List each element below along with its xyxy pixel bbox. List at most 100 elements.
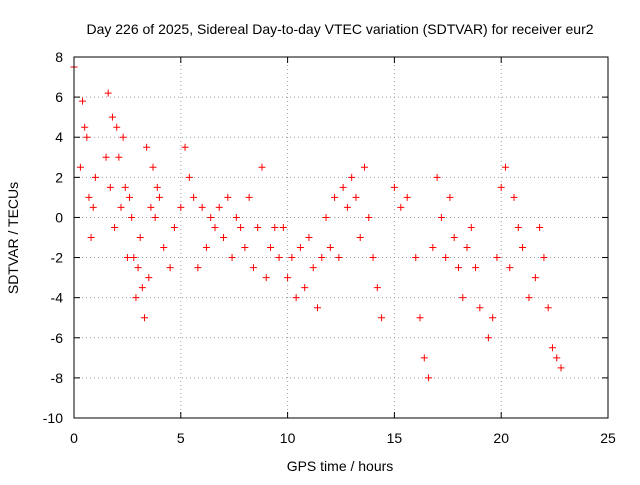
- data-point-marker: [519, 244, 527, 252]
- data-point-marker: [136, 234, 144, 241]
- data-point-marker: [237, 223, 245, 231]
- data-point-marker: [296, 244, 304, 252]
- data-point-marker: [194, 264, 202, 272]
- data-point-marker: [275, 254, 283, 262]
- data-point-marker: [211, 223, 219, 231]
- y-tick-label: -4: [51, 290, 64, 306]
- data-point-marker: [335, 254, 343, 262]
- data-point-marker: [271, 223, 279, 231]
- data-point-marker: [119, 133, 127, 141]
- data-point-marker: [497, 183, 505, 191]
- data-point-marker: [318, 254, 326, 262]
- data-point-marker: [484, 334, 492, 342]
- data-point-marker: [249, 264, 257, 272]
- data-point-marker: [463, 244, 471, 252]
- data-point-marker: [288, 254, 296, 262]
- data-point-marker: [113, 123, 121, 131]
- data-point-marker: [241, 244, 249, 252]
- data-point-marker: [104, 89, 112, 97]
- data-point-marker: [245, 193, 253, 201]
- data-point-marker: [140, 314, 148, 322]
- data-point-marker: [130, 254, 138, 262]
- data-point-marker: [369, 254, 377, 262]
- y-axis-label: SDTVAR / TECUs: [5, 182, 21, 294]
- x-tick-label: 20: [493, 430, 509, 446]
- data-point-marker: [536, 223, 544, 231]
- data-point-marker: [128, 213, 136, 221]
- y-tick-label: 0: [55, 209, 63, 225]
- x-tick-label: 15: [387, 430, 403, 446]
- data-point-marker: [181, 143, 189, 151]
- data-point-marker: [126, 193, 134, 201]
- y-tick-label: -6: [51, 330, 64, 346]
- x-tick-label: 25: [600, 430, 616, 446]
- data-point-marker: [450, 234, 458, 241]
- data-point-marker: [147, 203, 155, 211]
- data-point-marker: [151, 213, 159, 221]
- data-point-marker: [145, 274, 153, 282]
- data-point-marker: [224, 193, 232, 201]
- data-point-marker: [155, 193, 163, 201]
- data-point-marker: [220, 234, 228, 241]
- data-point-marker: [153, 183, 161, 191]
- y-tick-label: -8: [51, 370, 64, 386]
- data-point-marker: [525, 294, 533, 302]
- data-point-marker: [322, 213, 330, 221]
- chart-title: Day 226 of 2025, Sidereal Day-to-day VTE…: [86, 21, 593, 37]
- data-point-marker: [557, 364, 565, 372]
- y-tick-label: 8: [55, 49, 63, 65]
- data-point-marker: [190, 193, 198, 201]
- data-point-marker: [115, 153, 123, 161]
- data-point-marker: [123, 254, 131, 262]
- y-tick-label: 6: [55, 89, 63, 105]
- data-point-marker: [85, 193, 93, 201]
- data-point-marker: [531, 274, 539, 282]
- data-point-marker: [467, 223, 475, 231]
- data-point-marker: [356, 234, 364, 241]
- data-point-marker: [134, 264, 142, 272]
- data-point-marker: [143, 143, 151, 151]
- data-point-marker: [87, 234, 95, 241]
- axis-ticks: [73, 56, 609, 419]
- data-point-marker: [390, 183, 398, 191]
- x-tick-label: 5: [177, 430, 185, 446]
- data-point-marker: [254, 223, 262, 231]
- data-point-marker: [506, 264, 514, 272]
- data-point-marker: [352, 193, 360, 201]
- data-point-marker: [284, 274, 292, 282]
- data-point-marker: [548, 344, 556, 352]
- axis-tick-labels: 0 5 10 15 20 25 -10 -8 -6 -4 -2 0 2 4 6 8: [43, 49, 616, 446]
- data-point-marker: [111, 223, 119, 231]
- data-point-marker: [292, 294, 300, 302]
- data-point-marker: [489, 314, 497, 322]
- data-point-marker: [437, 213, 445, 221]
- data-point-marker: [314, 304, 322, 312]
- x-tick-label: 0: [70, 430, 78, 446]
- y-tick-label: 2: [55, 169, 63, 185]
- plot-area-frame: [73, 56, 609, 419]
- y-tick-label: -10: [43, 410, 63, 426]
- data-point-marker: [228, 254, 236, 262]
- data-point-marker: [170, 223, 178, 231]
- data-point-marker: [108, 113, 116, 121]
- data-point-marker: [339, 183, 347, 191]
- data-point-marker: [185, 173, 193, 181]
- data-point-marker: [89, 203, 97, 211]
- data-point-marker: [442, 254, 450, 262]
- data-point-marker: [416, 314, 424, 322]
- data-point-marker: [232, 213, 240, 221]
- data-point-marker: [493, 254, 501, 262]
- data-point-marker: [215, 203, 223, 211]
- data-points: [70, 63, 565, 382]
- data-point-marker: [501, 163, 509, 171]
- x-axis-label: GPS time / hours: [287, 458, 394, 474]
- data-point-marker: [343, 203, 351, 211]
- data-point-marker: [553, 354, 561, 362]
- data-point-marker: [91, 173, 99, 181]
- data-point-marker: [81, 123, 89, 131]
- data-point-marker: [446, 193, 454, 201]
- data-point-marker: [121, 183, 129, 191]
- data-point-marker: [476, 304, 484, 312]
